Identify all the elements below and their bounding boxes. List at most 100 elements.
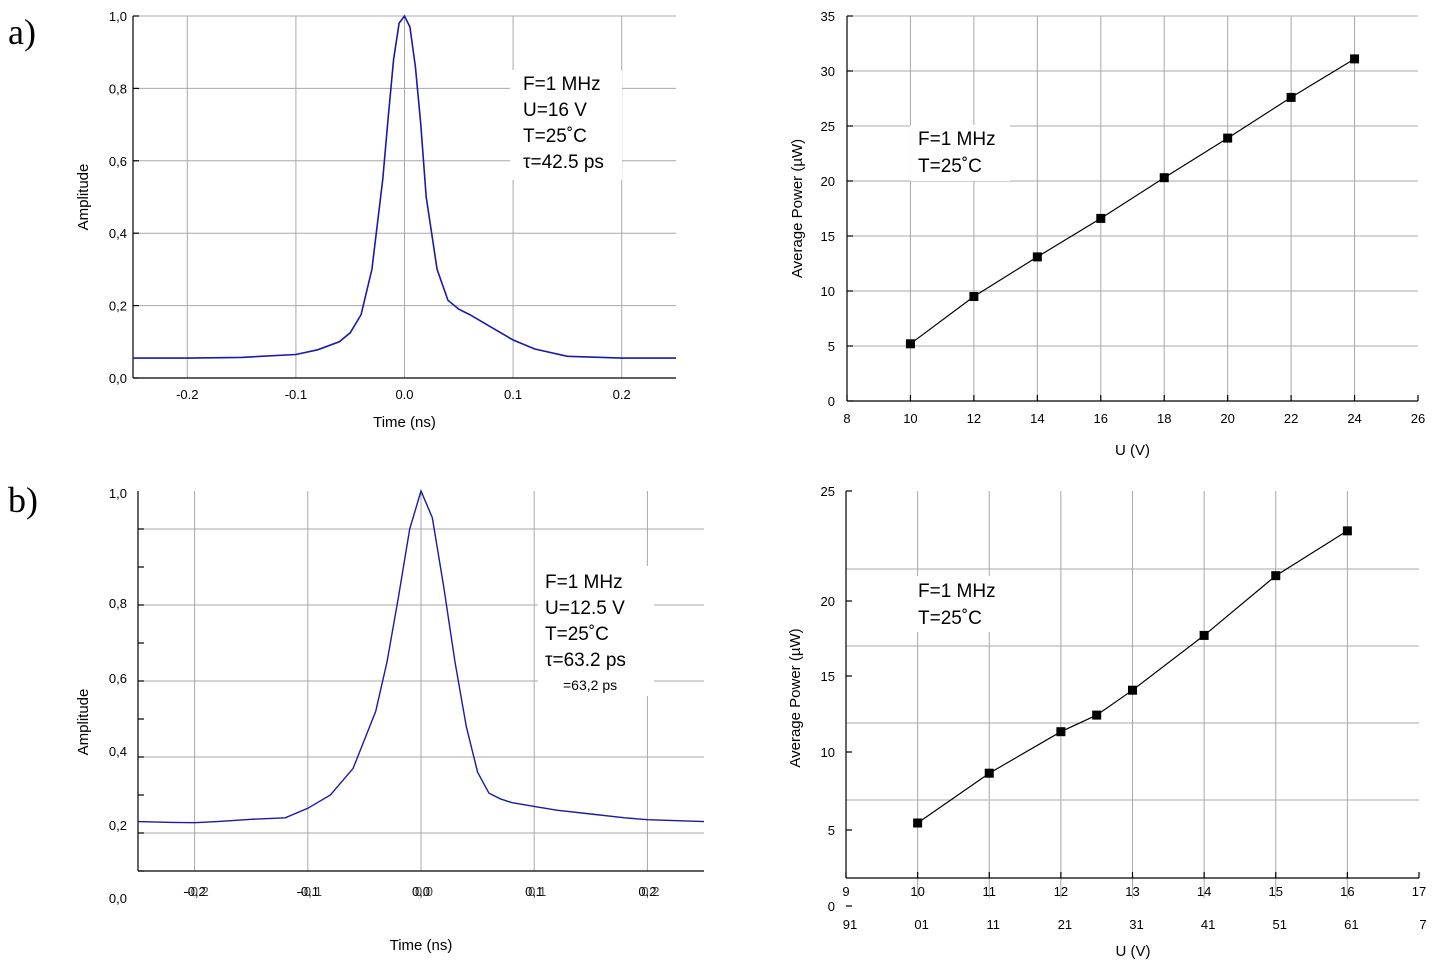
data-point — [1092, 710, 1102, 720]
x-tick-label-mirrored: 7 — [1419, 917, 1426, 932]
x-tick-label: 14 — [1030, 411, 1044, 426]
x-tick-label: 22 — [1284, 411, 1298, 426]
x-tick-label-ghost: 0.0 — [415, 884, 433, 899]
y-tick-label: 30 — [821, 64, 835, 79]
y-tick-label: 0,0 — [109, 891, 127, 906]
y-tick-label: 0 — [828, 899, 835, 914]
x-tick-label: 12 — [1054, 884, 1068, 899]
annotation-line: F=1 MHz — [545, 572, 623, 593]
y-tick-label: 25 — [821, 484, 835, 499]
annotation-line: T=25˚C — [918, 608, 982, 629]
y-tick-label: 10 — [821, 284, 835, 299]
x-axis-label: Time (ns) — [373, 414, 436, 431]
x-tick-label-ghost: -0.1 — [300, 884, 322, 899]
chart-a-pulse: -0.2 -0.1 0.0 0.1 0.2 0,0 0,2 0,4 0,6 0,8 1,0 F=1 M… — [75, 9, 676, 431]
y-tick-label: 35 — [821, 9, 835, 24]
y-tick-label: 0,2 — [109, 299, 127, 314]
x-tick-label: 17 — [1412, 884, 1426, 899]
x-axis-label: U (V) — [1115, 442, 1150, 459]
x-tick-label: 20 — [1220, 411, 1234, 426]
chart-a-power: 8 10 12 14 16 18 20 22 24 26 0 5 10 15 20 25 30 35 F=1 MHz… — [789, 9, 1425, 459]
x-tick-label: -0.1 — [285, 387, 307, 402]
annotation-box — [510, 70, 622, 180]
x-tick-label-mirrored: 01 — [914, 917, 928, 932]
x-tick-label: 0.1 — [504, 387, 522, 402]
y-tick-label: 0,2 — [109, 818, 127, 833]
x-tick-label: 12 — [967, 411, 981, 426]
y-tick-label: 0 — [828, 394, 835, 409]
y-tick-label: 0,8 — [109, 596, 127, 611]
x-tick-label-mirrored: 51 — [1273, 917, 1287, 932]
x-tick-label-ghost: 0.2 — [641, 884, 659, 899]
y-tick-label: 1,0 — [109, 9, 127, 24]
y-tick-label: 0,6 — [109, 154, 127, 169]
data-point — [1032, 252, 1042, 262]
x-tick-label-mirrored: 31 — [1129, 917, 1143, 932]
series-line-pulse-b — [137, 488, 705, 824]
y-axis-label: Amplitude — [75, 689, 92, 756]
y-tick-label: 15 — [821, 669, 835, 684]
annotation-box — [910, 576, 1010, 632]
chart-b-power: 9 91 10 01 11 11 12 21 13 31 14 41 15 51 16 61 17 7 0 5 10 15… — [787, 484, 1427, 960]
x-axis-label: U (V) — [1116, 943, 1151, 960]
x-tick-label: 11 — [983, 884, 997, 899]
annotation-box — [538, 566, 654, 696]
y-tick-label: 20 — [821, 594, 835, 609]
data-point — [1223, 133, 1233, 143]
data-point — [1159, 173, 1169, 183]
y-tick-label: 0,0 — [109, 371, 127, 386]
x-tick-label: 9 — [842, 884, 849, 899]
x-tick-label: 8 — [843, 411, 850, 426]
x-axis-label: Time (ns) — [390, 937, 453, 954]
x-tick-label-mirrored: 91 — [843, 917, 857, 932]
x-tick-label: 13 — [1125, 884, 1139, 899]
data-point — [1096, 213, 1106, 223]
x-tick-label-mirrored: 21 — [1058, 917, 1072, 932]
x-tick-label: 15 — [1269, 884, 1283, 899]
panel-label-a: a) — [8, 12, 36, 52]
y-tick-label: 0,6 — [109, 671, 127, 686]
x-tick-label: 0,1 — [525, 884, 543, 899]
chart-b-pulse: -0,2-0.2 -0,1-0.1 0,00.0 0,10.1 0,20.20,00,2… — [75, 486, 705, 954]
x-tick-label: 0.0 — [395, 387, 413, 402]
y-tick-label: 1,0 — [109, 486, 127, 501]
series-line-pulse-a — [133, 14, 676, 359]
x-tick-label-mirrored: 61 — [1344, 917, 1358, 932]
annotation-line: U=16 V — [523, 100, 587, 121]
y-tick-label: 10 — [821, 745, 835, 760]
annotation-line: T=25˚C — [545, 624, 609, 645]
x-tick-label: 26 — [1411, 411, 1425, 426]
annotation-line: F=1 MHz — [523, 74, 601, 95]
y-tick-label: 0,4 — [109, 226, 127, 241]
data-point — [913, 818, 923, 828]
annotation-line: τ=63.2 ps — [545, 650, 626, 671]
data-point — [1286, 92, 1296, 102]
x-tick-label: 16 — [1340, 884, 1354, 899]
y-axis-label: Average Power (µW) — [789, 139, 806, 278]
data-point — [1350, 54, 1360, 64]
data-point — [984, 768, 994, 778]
annotation-line: T=25˚C — [918, 156, 982, 177]
x-tick-label: -0.2 — [176, 387, 198, 402]
y-tick-label: 25 — [821, 119, 835, 134]
data-point — [1128, 685, 1137, 695]
annotation-line: T=25˚C — [523, 126, 587, 147]
annotation-line: τ=42.5 ps — [523, 152, 604, 173]
series-line-power-b — [917, 530, 1348, 824]
x-tick-label: 24 — [1347, 411, 1361, 426]
annotation-line: F=1 MHz — [918, 581, 996, 602]
annotation-extra: =63,2 ps — [563, 677, 617, 693]
annotation-line: U=12.5 V — [545, 598, 625, 619]
x-tick-label-mirrored: 11 — [987, 917, 1001, 932]
data-point — [1342, 526, 1352, 536]
data-point — [1056, 727, 1066, 737]
x-tick-label: -0,2 — [183, 884, 205, 899]
y-axis-label: Amplitude — [75, 164, 92, 231]
x-tick-label: 18 — [1157, 411, 1171, 426]
data-point — [905, 339, 915, 349]
series-line-power-a — [910, 58, 1355, 345]
y-tick-label: 5 — [828, 339, 835, 354]
data-point — [1271, 571, 1281, 581]
x-tick-label-ghost: 0.1 — [528, 884, 546, 899]
